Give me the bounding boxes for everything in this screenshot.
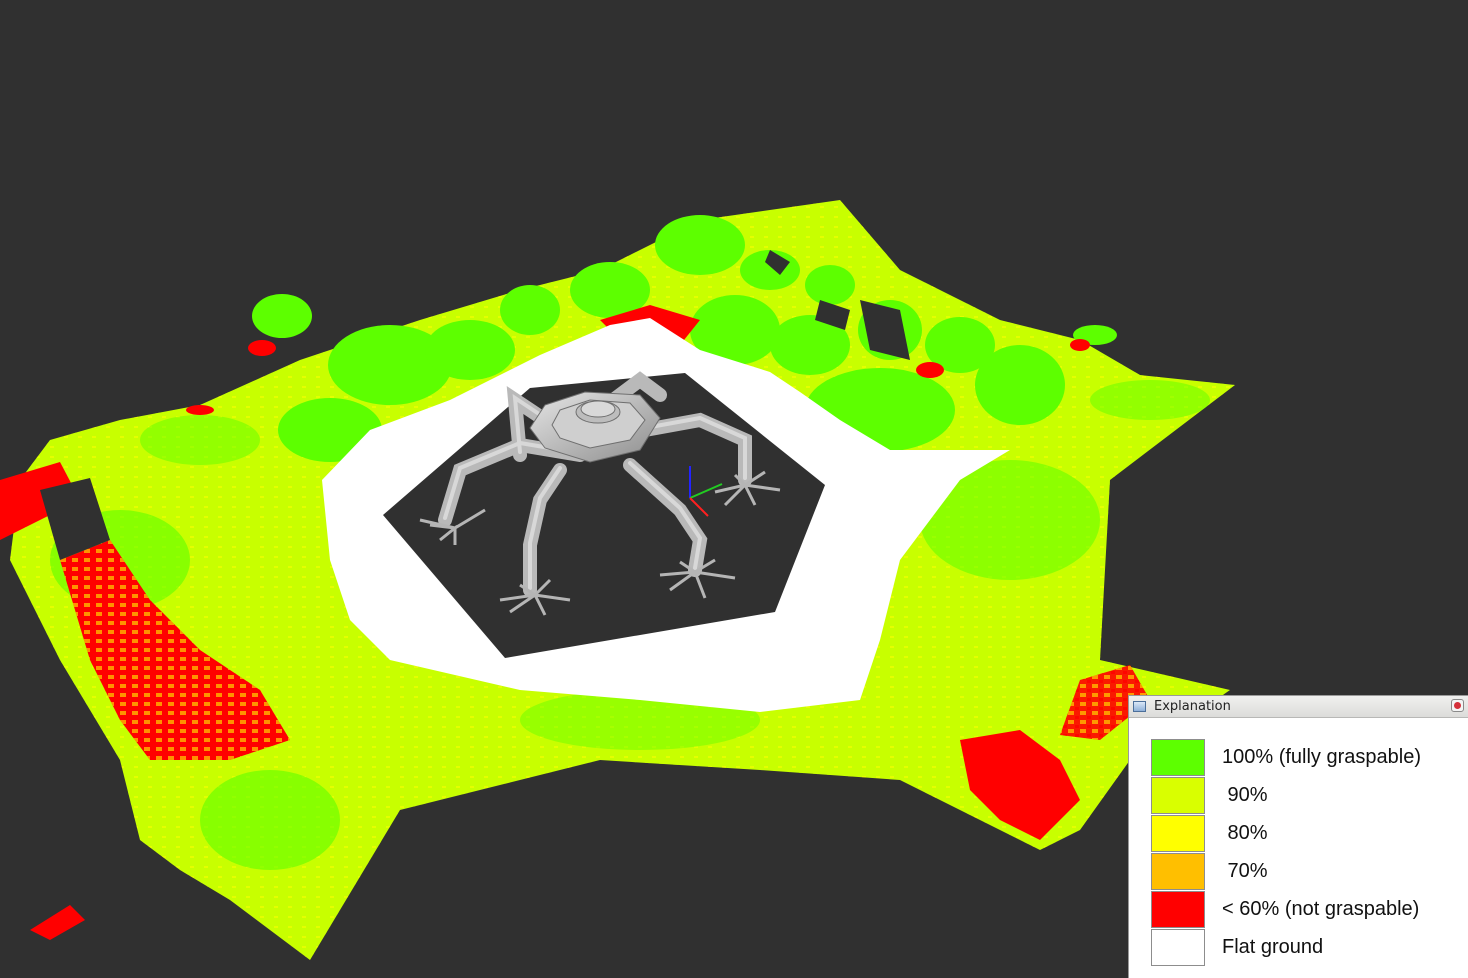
legend-list: 100% (fully graspable) 90% 80% 70% < 60% … xyxy=(1129,718,1468,966)
robot-pad xyxy=(383,373,825,658)
terrain-map xyxy=(0,200,1235,960)
legend-item: 80% xyxy=(1129,814,1468,852)
coordinate-axes xyxy=(689,466,723,517)
legend-item: 90% xyxy=(1129,776,1468,814)
legend-title: Explanation xyxy=(1154,699,1231,714)
legend-label: 90% xyxy=(1222,783,1268,806)
close-button[interactable] xyxy=(1451,699,1464,712)
legend-swatch xyxy=(1151,776,1205,814)
y-axis xyxy=(689,497,709,517)
close-icon xyxy=(1454,702,1461,709)
legend-swatch xyxy=(1151,928,1205,966)
legend-label: 70% xyxy=(1222,859,1268,882)
legend-swatch xyxy=(1151,852,1205,890)
legend-label: 80% xyxy=(1222,821,1268,844)
legend-titlebar[interactable]: Explanation xyxy=(1129,696,1468,718)
legend-swatch xyxy=(1151,890,1205,928)
legend-item: Flat ground xyxy=(1129,928,1468,966)
legend-panel: Explanation 100% (fully graspable) 90% 8… xyxy=(1128,695,1468,978)
legend-item: 100% (fully graspable) xyxy=(1129,738,1468,776)
terrain-gaps xyxy=(40,250,910,560)
hexapod-robot xyxy=(419,371,781,616)
legend-swatch xyxy=(1151,738,1205,776)
legend-label: Flat ground xyxy=(1222,935,1324,958)
legend-item: < 60% (not graspable) xyxy=(1129,890,1468,928)
legend-item: 70% xyxy=(1129,852,1468,890)
legend-label: < 60% (not graspable) xyxy=(1222,897,1420,920)
legend-swatch xyxy=(1151,814,1205,852)
window-icon xyxy=(1133,701,1146,712)
x-axis xyxy=(689,483,723,499)
legend-label: 100% (fully graspable) xyxy=(1222,745,1421,768)
